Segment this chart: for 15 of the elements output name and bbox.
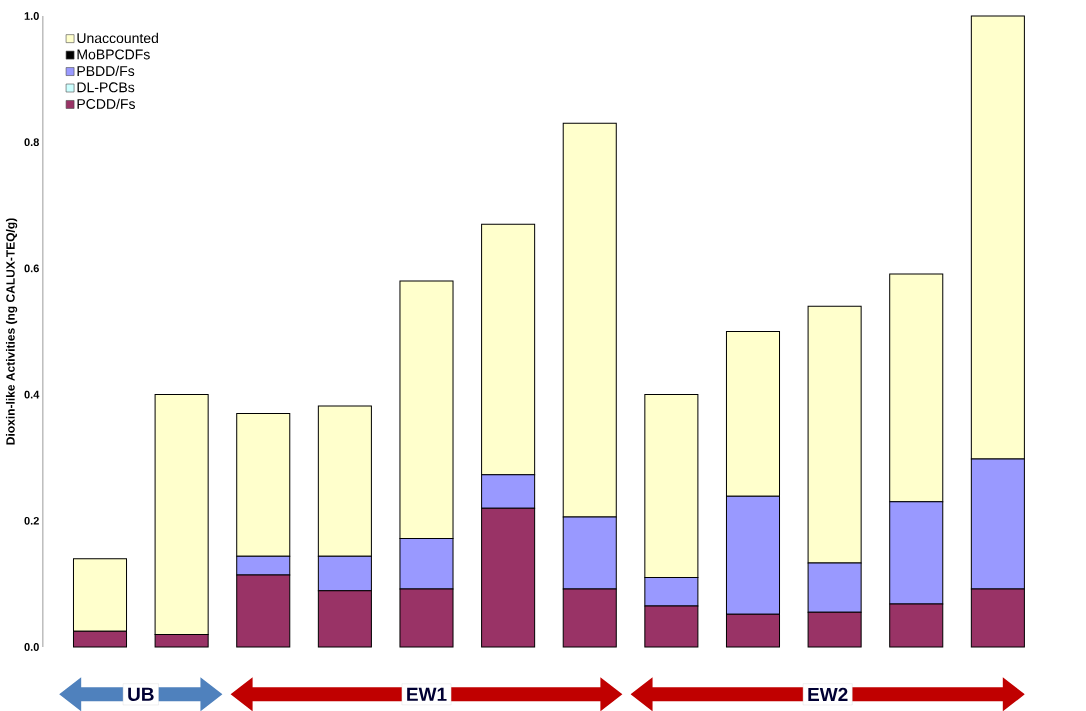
y-tick-label: 0.6 <box>24 264 39 273</box>
text: EW1 <box>407 687 447 701</box>
y-tick-label: 1.0 <box>24 11 39 20</box>
text: UB <box>128 687 154 701</box>
y-tick-label: 0.8 <box>24 138 39 146</box>
legend-label: Unaccounted <box>77 32 158 43</box>
legend-label: DL-PCBs <box>77 82 135 93</box>
y-tick-label: 0.4 <box>24 390 40 399</box>
text: EW2 <box>808 687 848 701</box>
legend-label: MoBPCDFs <box>77 49 150 60</box>
y-axis-title: Dioxin-like Activities (ng CALUX-TEQ/g) <box>5 218 18 445</box>
legend-label: PBDD/Fs <box>77 65 135 76</box>
y-tick-label: 0.2 <box>24 516 39 525</box>
y-tick-label: 0.0 <box>24 642 39 651</box>
legend-label: PCDD/Fs <box>77 98 135 109</box>
